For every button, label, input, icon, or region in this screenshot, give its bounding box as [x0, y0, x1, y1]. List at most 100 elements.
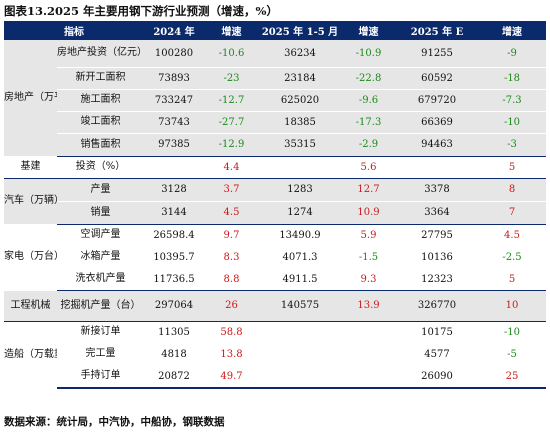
growth-2025e-cell: 8 [478, 178, 546, 202]
growth-2025-ytd-cell [341, 343, 396, 366]
value-2024-cell: 733247 [144, 89, 204, 112]
growth-2025e-cell: -10 [478, 111, 546, 134]
growth-2025e-cell: -2.5 [478, 246, 546, 269]
value-2025e-cell: 3378 [396, 178, 478, 202]
value-2024-cell: 10395.7 [144, 246, 204, 269]
growth-2025e-cell: 7 [478, 201, 546, 225]
header-row: 指标 2024 年 增速 2025 年 1-5 月 增速 2025 年 E 增速 [4, 21, 546, 40]
value-2025e-cell [396, 156, 478, 179]
growth-2025-ytd-cell: -1.5 [341, 246, 396, 269]
value-2025e-cell: 3364 [396, 201, 478, 225]
table-row: 基建 投资（%） 4.4 5.6 5 [4, 156, 546, 179]
table-row: 工程机械 挖掘机产量（台） 297064 26 140575 13.9 326770 10 [4, 290, 546, 322]
item-cell: 洗衣机产量 [57, 268, 144, 291]
value-2025e-cell: 326770 [396, 290, 478, 322]
growth-2025-ytd-cell: 12.7 [341, 178, 396, 202]
table-row: 冰箱产量 10395.7 8.3 4071.3 -1.5 10136 -2.5 [4, 246, 546, 269]
growth-2024-cell: -12.9 [204, 133, 259, 157]
value-2025e-cell: 60592 [396, 67, 478, 90]
category-cell: 家电（万台） [4, 224, 57, 291]
value-2025-ytd-cell: 1283 [259, 178, 341, 202]
growth-2024-cell: 9.7 [204, 224, 259, 247]
item-cell: 施工面积 [57, 89, 144, 112]
value-2025-ytd-cell [259, 156, 341, 179]
table-row: 施工面积 733247 -12.7 625020 -9.6 679720 -7.3 [4, 89, 546, 112]
growth-2024-cell: 49.7 [204, 365, 259, 389]
growth-2024-cell: 13.8 [204, 343, 259, 366]
value-2025e-cell: 10175 [396, 321, 478, 344]
item-cell: 房地产投资（亿元） [57, 40, 144, 68]
header-growth-2025-ytd: 增速 [341, 21, 396, 40]
growth-2024-cell: 58.8 [204, 321, 259, 344]
table-row: 销量 3144 4.5 1274 10.9 3364 7 [4, 201, 546, 225]
value-2025-ytd-cell: 4071.3 [259, 246, 341, 269]
value-2025-ytd-cell: 23184 [259, 67, 341, 90]
forecast-table: 指标 2024 年 增速 2025 年 1-5 月 增速 2025 年 E 增速… [4, 21, 546, 389]
growth-2024-cell: 8.3 [204, 246, 259, 269]
category-cell: 工程机械 [4, 290, 57, 322]
value-2025e-cell: 91255 [396, 40, 478, 68]
value-2025-ytd-cell [259, 321, 341, 344]
growth-2024-cell: 26 [204, 290, 259, 322]
value-2025-ytd-cell [259, 365, 341, 389]
value-2024-cell: 297064 [144, 290, 204, 322]
item-cell: 竣工面积 [57, 111, 144, 134]
value-2025e-cell: 66369 [396, 111, 478, 134]
header-growth-2024: 增速 [204, 21, 259, 40]
item-cell: 挖掘机产量（台） [57, 290, 144, 322]
growth-2024-cell: -12.7 [204, 89, 259, 112]
item-cell: 新接订单 [57, 321, 144, 344]
growth-2025-ytd-cell: 13.9 [341, 290, 396, 322]
growth-2025e-cell: -7.3 [478, 89, 546, 112]
header-2024: 2024 年 [144, 21, 204, 40]
growth-2025-ytd-cell: 10.9 [341, 201, 396, 225]
value-2025-ytd-cell: 36234 [259, 40, 341, 68]
growth-2025e-cell: 5 [478, 268, 546, 291]
header-2025-estimate: 2025 年 E [396, 21, 478, 40]
header-indicator: 指标 [4, 21, 144, 40]
value-2024-cell: 4818 [144, 343, 204, 366]
item-cell: 手持订单 [57, 365, 144, 389]
table-row: 竣工面积 73743 -27.7 18385 -17.3 66369 -10 [4, 111, 546, 134]
value-2024-cell: 3128 [144, 178, 204, 202]
growth-2024-cell: 8.8 [204, 268, 259, 291]
growth-2024-cell: 4.5 [204, 201, 259, 225]
growth-2024-cell: 4.4 [204, 156, 259, 179]
value-2025-ytd-cell: 4911.5 [259, 268, 341, 291]
growth-2025e-cell: -5 [478, 343, 546, 366]
growth-2025-ytd-cell: 5.6 [341, 156, 396, 179]
value-2024-cell: 73743 [144, 111, 204, 134]
item-cell: 销售面积 [57, 133, 144, 157]
growth-2024-cell: -23 [204, 67, 259, 90]
value-2025-ytd-cell [259, 343, 341, 366]
value-2025e-cell: 4577 [396, 343, 478, 366]
value-2024-cell: 97385 [144, 133, 204, 157]
growth-2025-ytd-cell [341, 321, 396, 344]
source-note: 数据来源：统计局，中汽协，中船协，钢联数据 [4, 416, 225, 428]
value-2025e-cell: 10136 [396, 246, 478, 269]
growth-2025-ytd-cell: -9.6 [341, 89, 396, 112]
value-2025-ytd-cell: 18385 [259, 111, 341, 134]
growth-2025-ytd-cell [341, 365, 396, 389]
growth-2025-ytd-cell: 5.9 [341, 224, 396, 247]
value-2025e-cell: 26090 [396, 365, 478, 389]
growth-2025-ytd-cell: -17.3 [341, 111, 396, 134]
value-2025-ytd-cell: 35315 [259, 133, 341, 157]
value-2025e-cell: 679720 [396, 89, 478, 112]
growth-2024-cell: 3.7 [204, 178, 259, 202]
item-cell: 新开工面积 [57, 67, 144, 90]
value-2025e-cell: 94463 [396, 133, 478, 157]
growth-2025e-cell: -9 [478, 40, 546, 68]
table-row: 洗衣机产量 11736.5 8.8 4911.5 9.3 12323 5 [4, 268, 546, 291]
value-2024-cell: 20872 [144, 365, 204, 389]
value-2024-cell [144, 156, 204, 179]
growth-2025-ytd-cell: -2.9 [341, 133, 396, 157]
value-2025-ytd-cell: 13490.9 [259, 224, 341, 247]
growth-2025e-cell: 5 [478, 156, 546, 179]
figure-title: 图表13.2025 年主要用钢下游行业预测（增速，%） [4, 4, 278, 18]
growth-2025e-cell: 10 [478, 290, 546, 322]
